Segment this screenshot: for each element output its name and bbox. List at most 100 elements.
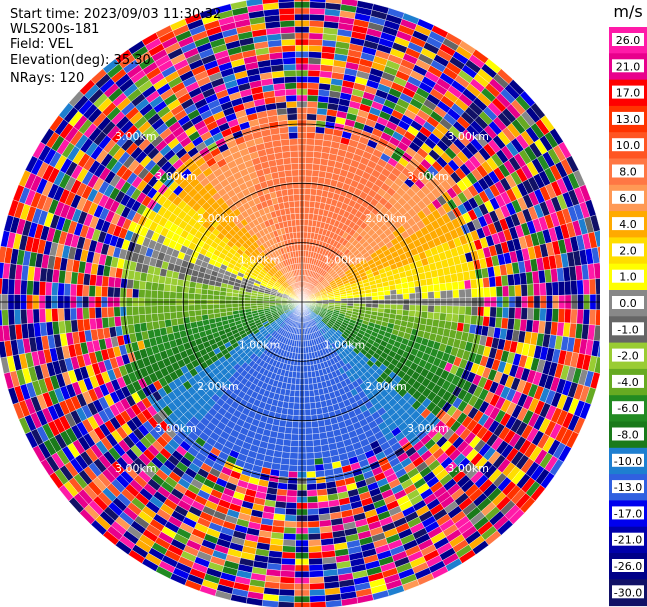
range-gate [278, 595, 295, 603]
range-gate [219, 307, 227, 313]
range-gate [514, 307, 522, 320]
range-gate [371, 295, 379, 301]
range-gate [285, 502, 297, 510]
range-gate [157, 305, 164, 314]
range-gate [551, 281, 559, 296]
range-gate [120, 278, 128, 289]
range-gate [334, 298, 342, 302]
range-gate [200, 309, 208, 316]
range-gate [425, 277, 434, 286]
range-gate [315, 126, 326, 134]
range-gate [163, 312, 171, 321]
range-gate [169, 284, 178, 293]
range-gate [303, 353, 307, 360]
range-gate [119, 306, 127, 317]
range-gate [305, 144, 315, 152]
range-gate [20, 309, 28, 325]
range-gate [305, 440, 314, 447]
range-gate [471, 288, 479, 298]
range-gate [526, 283, 535, 297]
range-gate [94, 285, 102, 297]
range-gate [307, 514, 320, 522]
range-gate [276, 488, 288, 497]
range-gate [384, 304, 391, 310]
range-gate [452, 289, 460, 299]
range-gate [293, 396, 300, 404]
range-gate [120, 315, 128, 326]
range-gate [458, 289, 466, 299]
range-gate [304, 206, 310, 214]
range-gate [312, 433, 321, 441]
range-gate [132, 288, 140, 298]
range-gate [213, 304, 220, 310]
range-gate [389, 289, 397, 296]
range-gate [175, 291, 183, 300]
range-gate [88, 285, 96, 297]
range-gate [206, 304, 214, 310]
range-gate [303, 365, 308, 373]
range-gate [457, 314, 466, 324]
range-gate [138, 280, 147, 290]
range-gate [464, 306, 472, 316]
range-gate [289, 458, 299, 466]
range-gate [288, 396, 295, 404]
range-gate [305, 446, 315, 454]
range-gate [303, 371, 309, 379]
range-gate [311, 169, 320, 178]
range-gate [307, 63, 321, 71]
range-gate [278, 470, 289, 478]
range-gate [107, 316, 116, 328]
range-gate [309, 582, 325, 591]
range-gate [20, 279, 28, 295]
range-gate [290, 440, 299, 447]
range-gate [539, 282, 547, 296]
range-gate [313, 145, 323, 153]
range-gate [316, 482, 327, 490]
range-gate [277, 601, 295, 607]
range-gate [545, 308, 553, 322]
range-gate [477, 287, 485, 298]
range-gate [304, 213, 310, 220]
range-gate [426, 284, 435, 293]
range-gate [306, 101, 318, 109]
range-gate [32, 280, 40, 296]
range-gate [315, 476, 326, 484]
range-gate [282, 445, 291, 453]
range-gate [277, 482, 288, 490]
range-gate [427, 305, 435, 313]
range-gate [281, 557, 296, 566]
range-gate [244, 303, 251, 307]
range-gate [207, 308, 215, 315]
range-gate [520, 284, 528, 297]
range-gate [280, 570, 296, 578]
range-gate [325, 0, 342, 5]
range-gate [76, 307, 84, 320]
range-gate [278, 588, 295, 597]
range-gate [308, 545, 322, 553]
range-gate [76, 284, 84, 297]
range-gate [107, 286, 115, 298]
range-gate [396, 288, 404, 295]
range-gate [287, 408, 294, 416]
range-gate [463, 279, 472, 290]
range-gate [402, 304, 410, 311]
range-gate [188, 304, 195, 312]
range-gate [284, 520, 297, 528]
range-gate [288, 464, 298, 472]
range-gate [389, 284, 397, 291]
range-gate [231, 303, 239, 308]
range-gate [114, 277, 122, 288]
range-gate [396, 309, 404, 316]
range-gate [225, 303, 233, 309]
range-gate [194, 293, 202, 300]
range-gate [433, 312, 441, 321]
range-gate [308, 539, 322, 547]
range-gate [1, 278, 9, 295]
range-gate [305, 458, 315, 466]
range-gate [433, 283, 441, 292]
range-gate [305, 427, 313, 435]
range-gate [307, 69, 321, 78]
range-gate [287, 402, 295, 410]
range-gate [318, 425, 327, 434]
range-gate [312, 439, 322, 447]
